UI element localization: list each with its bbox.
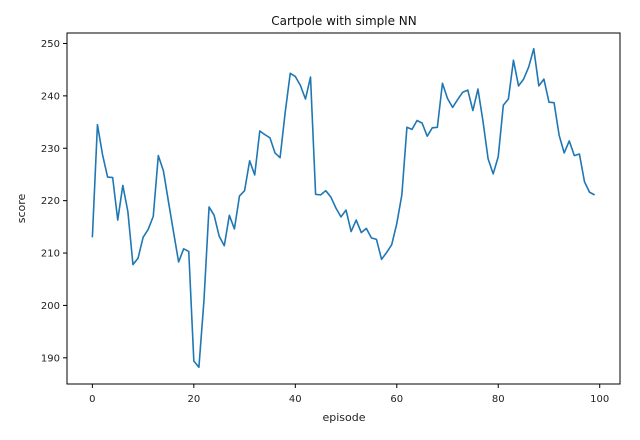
plot-area xyxy=(91,47,595,369)
x-tick-label: 80 xyxy=(492,394,505,405)
chart-title: Cartpole with simple NN xyxy=(271,14,417,28)
y-tick-label: 210 xyxy=(41,249,60,260)
y-tick-label: 230 xyxy=(41,144,60,155)
x-tick-label: 40 xyxy=(289,394,302,405)
x-axis-label: episode xyxy=(322,411,365,424)
x-tick-label: 100 xyxy=(590,394,609,405)
x-tick-label: 60 xyxy=(390,394,403,405)
plot-frame xyxy=(66,32,621,385)
y-tick-label: 220 xyxy=(41,196,60,207)
y-tick-label: 200 xyxy=(41,301,60,312)
y-axis: 190 200 210 220 230 240 250 xyxy=(41,39,67,364)
y-tick-label: 240 xyxy=(41,91,60,102)
x-tick-label: 20 xyxy=(187,394,200,405)
series-line-0 xyxy=(91,47,595,369)
x-axis: 0 20 40 60 80 100 xyxy=(89,384,609,405)
x-tick-label: 0 xyxy=(89,394,95,405)
y-tick-label: 190 xyxy=(41,353,60,364)
y-axis-label: score xyxy=(15,193,28,223)
y-tick-label: 250 xyxy=(41,39,60,50)
